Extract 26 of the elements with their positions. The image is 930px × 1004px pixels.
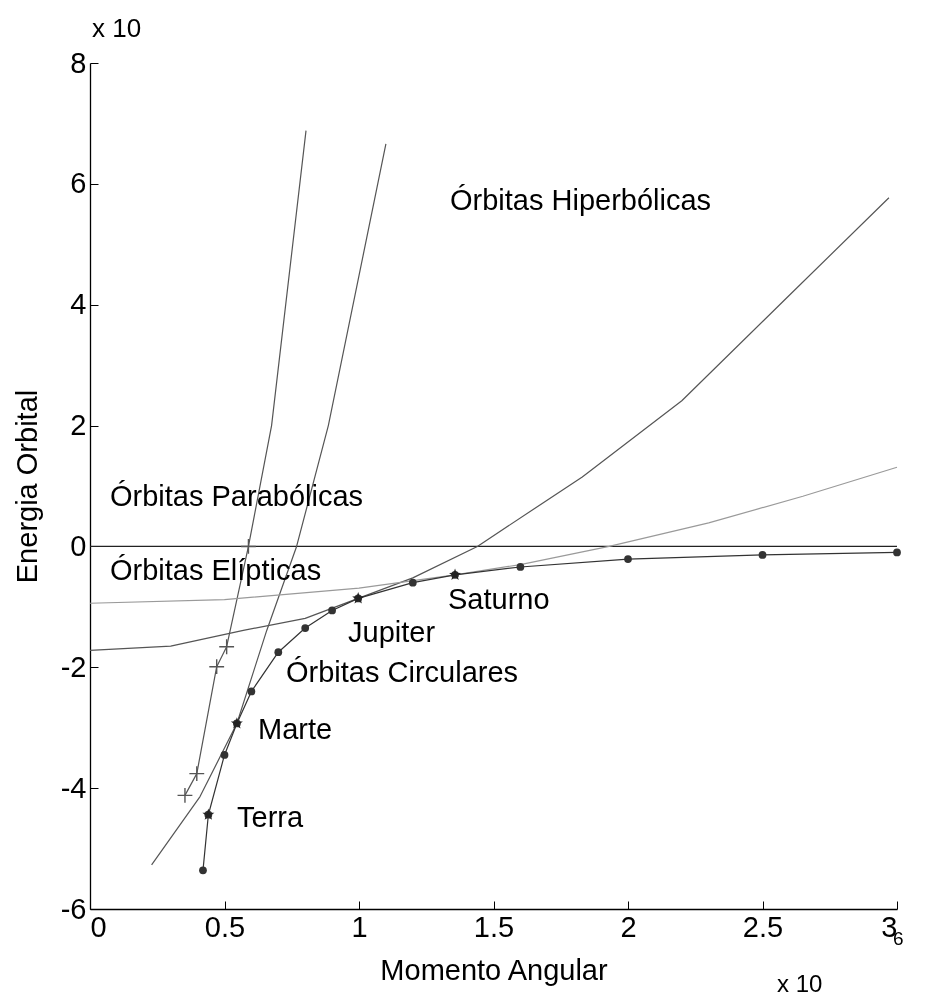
x-tick-label: 0.5 xyxy=(204,910,246,943)
y-axis-title: Energia Orbital xyxy=(10,389,43,584)
y-tick-label: 2 xyxy=(70,409,87,442)
y-tick-label: 0 xyxy=(70,529,87,562)
annotation: Órbitas Elípticas xyxy=(110,554,322,586)
annotation: Órbitas Hiperbólicas xyxy=(450,184,712,216)
y-tick-label: 4 xyxy=(70,288,87,321)
text: x 10 xyxy=(777,970,823,997)
y-tick-label: -4 xyxy=(60,771,87,804)
y-tick-label: 6 xyxy=(70,167,87,200)
x-tick-label: 0 xyxy=(90,910,107,943)
annotation: Órbitas Circulares xyxy=(286,656,519,688)
annotation: Terra xyxy=(237,801,304,833)
x-tick-label: 1 xyxy=(351,910,368,943)
x-axis-title: Momento Angular xyxy=(380,953,608,986)
y-tick-label: -2 xyxy=(60,650,87,683)
y-tick-label: 8 xyxy=(70,46,87,79)
x-tick-label: 1.5 xyxy=(473,910,515,943)
annotation: Marte xyxy=(258,713,333,745)
y-tick-label: -6 xyxy=(60,892,87,925)
text: x 10 xyxy=(92,13,142,43)
annotation: Órbitas Parabólicas xyxy=(110,480,364,512)
x-tick-label: 2 xyxy=(620,910,637,943)
x-tick-label: 2.5 xyxy=(742,910,784,943)
annotation: Jupiter xyxy=(348,616,436,648)
annotation: Saturno xyxy=(448,583,550,615)
